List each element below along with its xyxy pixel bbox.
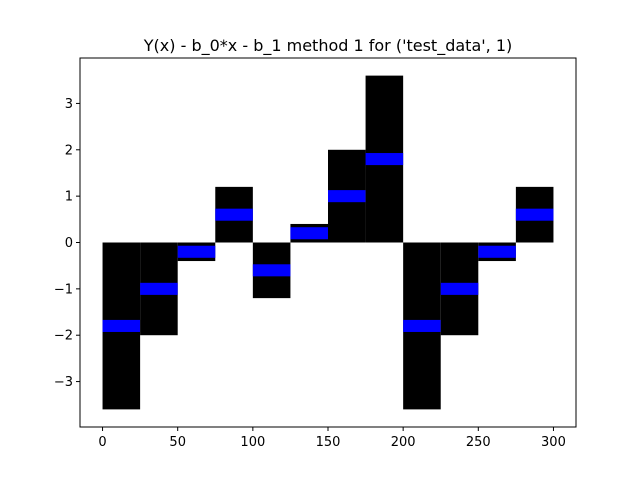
y-tick-label: 2: [65, 143, 73, 158]
x-tick-label: 200: [391, 435, 416, 450]
y-tick-label: −2: [54, 329, 73, 344]
midpoint-marker-6: [328, 190, 366, 203]
x-tick-label: 50: [169, 435, 186, 450]
midpoint-marker-11: [515, 208, 554, 221]
axes-frame: [79, 57, 577, 428]
midpoint-marker-1: [140, 282, 178, 295]
x-tick-label: 100: [240, 435, 265, 450]
plot-area: [102, 75, 554, 410]
x-tick-label: 250: [466, 435, 491, 450]
y-tick-label: −3: [54, 375, 73, 390]
y-tick-label: 3: [65, 97, 73, 112]
midpoint-marker-4: [252, 264, 291, 277]
midpoint-marker-9: [440, 282, 479, 295]
y-tick-label: 1: [65, 190, 73, 205]
y-tick-label: −1: [54, 282, 73, 297]
midpoint-marker-0: [102, 319, 141, 332]
y-axis: −3 −2 −1 0 1 2 3: [54, 97, 80, 390]
midpoint-marker-3: [215, 208, 253, 221]
midpoint-marker-8: [403, 319, 441, 332]
chart-title: Y(x) - b_0*x - b_1 method 1 for ('test_d…: [143, 36, 512, 56]
x-tick-label: 0: [98, 435, 106, 450]
midpoint-marker-7: [365, 153, 404, 166]
midpoint-marker-2: [177, 245, 216, 258]
y-tick-label: 0: [65, 236, 73, 251]
x-axis: 0 50 100 150 200 250 300: [98, 427, 566, 450]
x-tick-label: 300: [541, 435, 566, 450]
x-tick-label: 150: [316, 435, 341, 450]
midpoint-marker-10: [478, 245, 516, 258]
midpoint-marker-5: [290, 227, 328, 240]
